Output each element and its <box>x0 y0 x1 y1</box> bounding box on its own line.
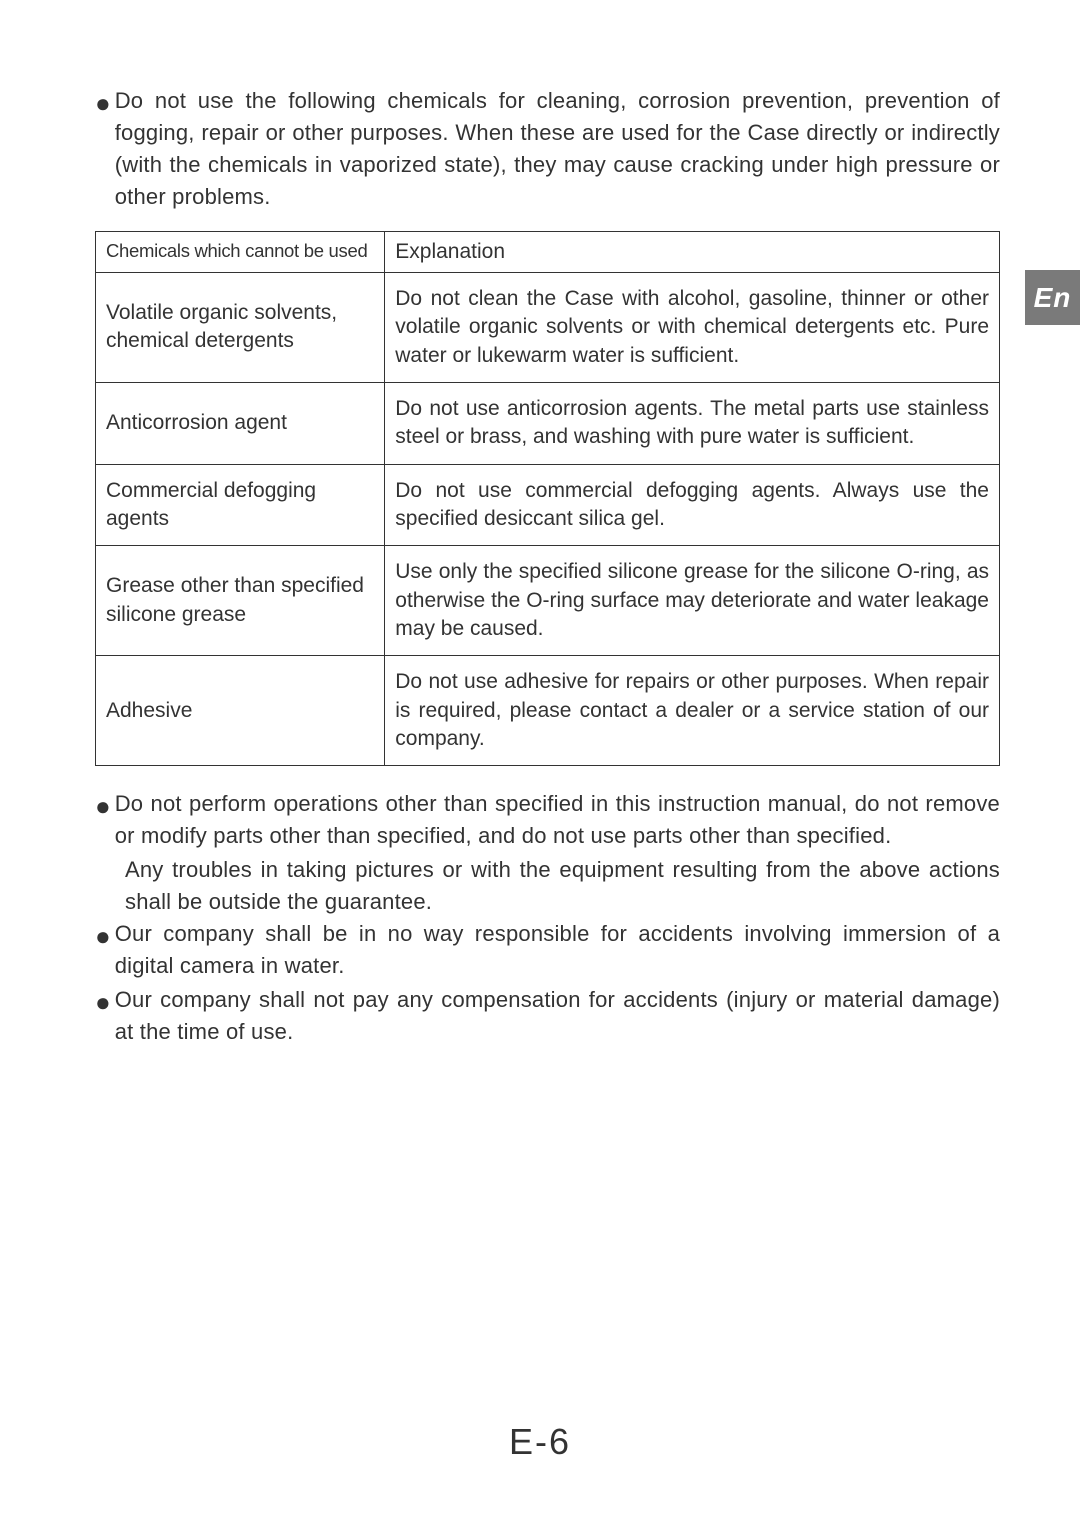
cell-explanation: Use only the specified silicone grease f… <box>385 546 1000 656</box>
cell-chemical: Adhesive <box>96 656 385 766</box>
table-row: Adhesive Do not use adhesive for repairs… <box>96 656 1000 766</box>
table-row: Volatile organic solvents, chemical dete… <box>96 272 1000 382</box>
bullet-marker: ● <box>95 85 111 213</box>
table-row: Anticorrosion agent Do not use anticorro… <box>96 382 1000 464</box>
header-explanation: Explanation <box>385 231 1000 272</box>
bullet-text: Our company shall be in no way responsib… <box>115 918 1000 982</box>
cell-explanation: Do not use commercial defogging agents. … <box>385 464 1000 546</box>
bullet-text: Our company shall not pay any compensati… <box>115 984 1000 1048</box>
cell-explanation: Do not use anticorrosion agents. The met… <box>385 382 1000 464</box>
cell-chemical: Volatile organic solvents, chemical dete… <box>96 272 385 382</box>
chemicals-table: Chemicals which cannot be used Explanati… <box>95 231 1000 767</box>
table-row: Grease other than specified silicone gre… <box>96 546 1000 656</box>
bullet-item: ● Our company shall not pay any compensa… <box>95 984 1000 1048</box>
table-row: Commercial defogging agents Do not use c… <box>96 464 1000 546</box>
page-content: ● Do not use the following chemicals for… <box>0 0 1080 1100</box>
bullet-subtext: Any troubles in taking pictures or with … <box>125 854 1000 918</box>
page-number: E-6 <box>0 1421 1080 1463</box>
table-header-row: Chemicals which cannot be used Explanati… <box>96 231 1000 272</box>
bullet-item: ● Do not perform operations other than s… <box>95 788 1000 852</box>
cell-chemical: Anticorrosion agent <box>96 382 385 464</box>
bullet-text: Do not perform operations other than spe… <box>115 788 1000 852</box>
cell-chemical: Grease other than specified silicone gre… <box>96 546 385 656</box>
intro-text: Do not use the following chemicals for c… <box>115 85 1000 213</box>
cell-explanation: Do not use adhesive for repairs or other… <box>385 656 1000 766</box>
header-chemicals: Chemicals which cannot be used <box>96 231 385 272</box>
bullet-marker: ● <box>95 918 111 982</box>
cell-chemical: Commercial defogging agents <box>96 464 385 546</box>
bullet-marker: ● <box>95 788 111 852</box>
bullet-marker: ● <box>95 984 111 1048</box>
bullet-item: ● Our company shall be in no way respons… <box>95 918 1000 982</box>
intro-bullet: ● Do not use the following chemicals for… <box>95 85 1000 213</box>
cell-explanation: Do not clean the Case with alcohol, gaso… <box>385 272 1000 382</box>
